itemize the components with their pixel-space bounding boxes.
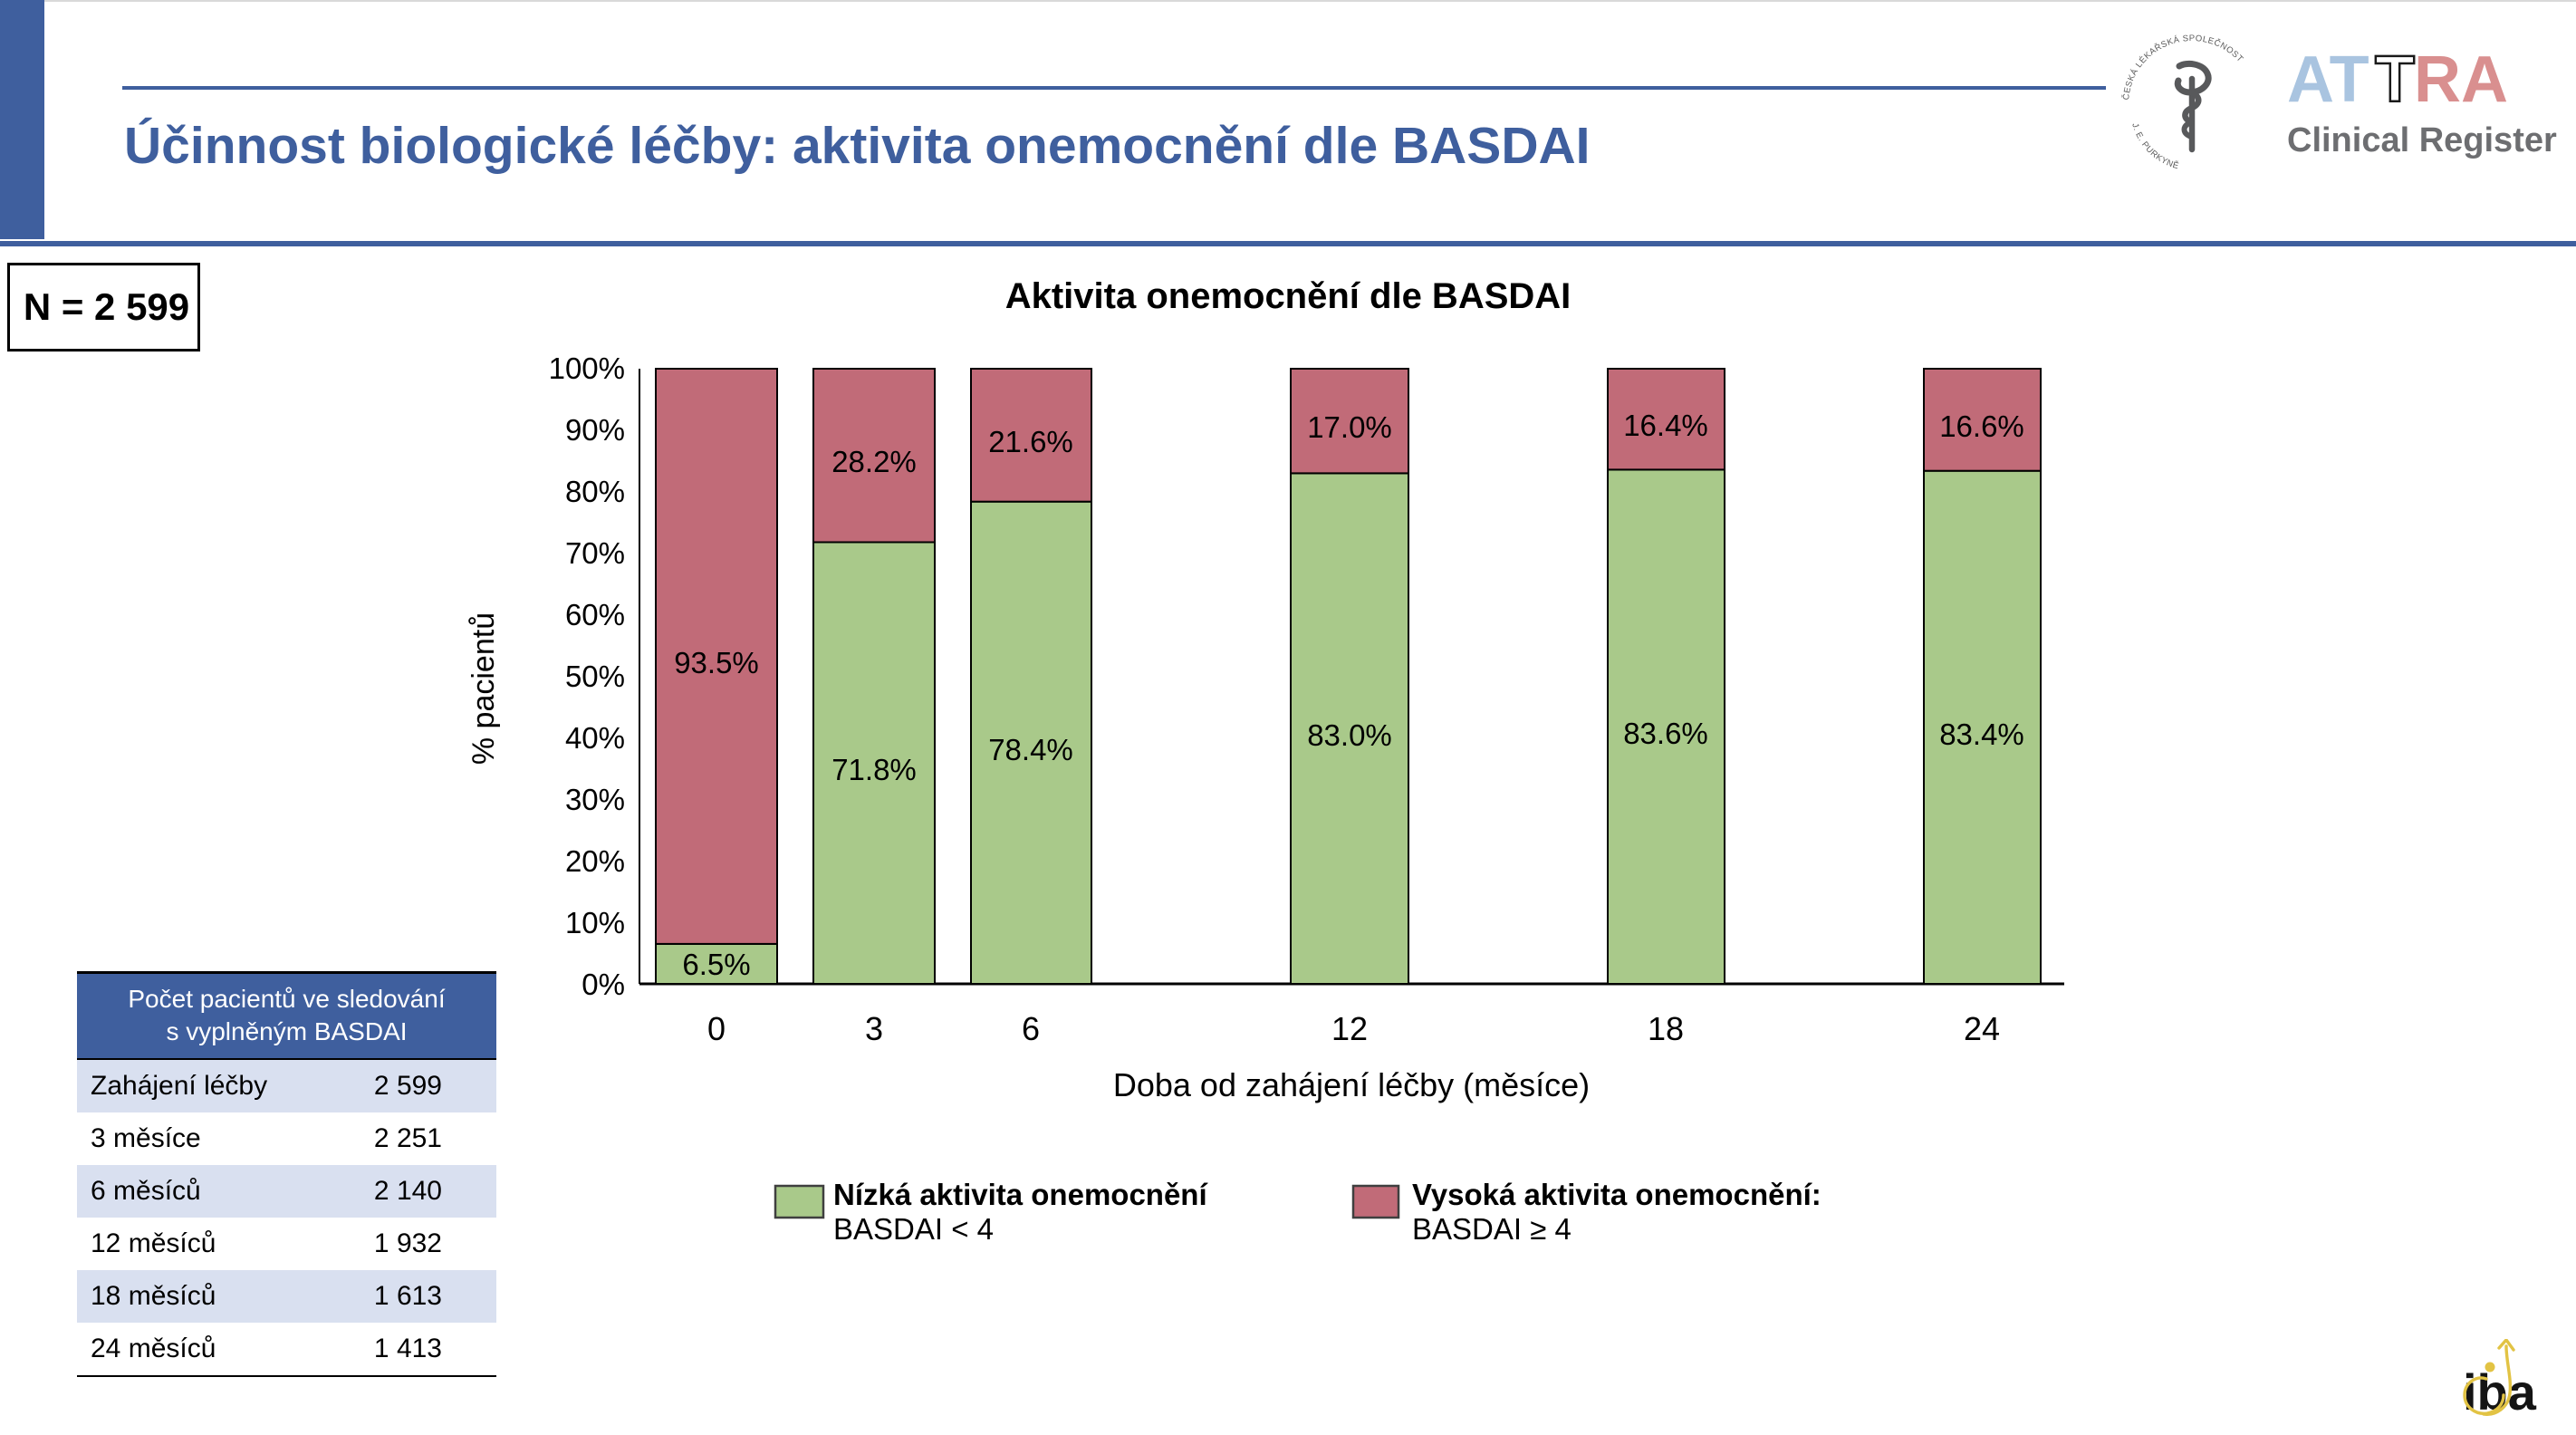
svg-text:Doba od zahájení léčby (měsíce: Doba od zahájení léčby (měsíce) xyxy=(1113,1066,1590,1103)
svg-text:BASDAI < 4: BASDAI < 4 xyxy=(833,1212,994,1246)
svg-text:28.2%: 28.2% xyxy=(831,445,917,478)
svg-text:6: 6 xyxy=(1022,1010,1040,1047)
svg-text:3: 3 xyxy=(865,1010,883,1047)
svg-text:80%: 80% xyxy=(565,475,625,508)
svg-text:90%: 90% xyxy=(565,413,625,447)
svg-text:Vysoká aktivita onemocnění:: Vysoká aktivita onemocnění: xyxy=(1412,1178,1821,1211)
svg-text:71.8%: 71.8% xyxy=(831,753,917,786)
svg-text:100%: 100% xyxy=(549,352,625,385)
svg-text:17.0%: 17.0% xyxy=(1307,410,1392,444)
svg-text:20%: 20% xyxy=(565,844,625,878)
svg-text:BASDAI ≥ 4: BASDAI ≥ 4 xyxy=(1412,1212,1572,1246)
svg-text:12: 12 xyxy=(1331,1010,1368,1047)
svg-text:10%: 10% xyxy=(565,906,625,939)
svg-text:83.0%: 83.0% xyxy=(1307,718,1392,752)
svg-text:21.6%: 21.6% xyxy=(988,425,1073,458)
svg-text:% pacientů: % pacientů xyxy=(466,612,501,765)
svg-text:60%: 60% xyxy=(565,598,625,631)
svg-text:83.4%: 83.4% xyxy=(1939,718,2024,751)
svg-text:Nízká aktivita onemocnění: Nízká aktivita onemocnění xyxy=(833,1178,1208,1211)
svg-text:78.4%: 78.4% xyxy=(988,733,1073,766)
svg-text:50%: 50% xyxy=(565,660,625,693)
svg-text:24: 24 xyxy=(1964,1010,2000,1047)
svg-text:40%: 40% xyxy=(565,721,625,755)
svg-text:0%: 0% xyxy=(582,968,625,1001)
svg-text:16.4%: 16.4% xyxy=(1623,409,1708,442)
svg-text:6.5%: 6.5% xyxy=(682,948,750,981)
svg-text:18: 18 xyxy=(1648,1010,1684,1047)
svg-text:16.6%: 16.6% xyxy=(1939,409,2024,443)
svg-text:70%: 70% xyxy=(565,536,625,570)
svg-text:93.5%: 93.5% xyxy=(674,646,759,679)
svg-text:30%: 30% xyxy=(565,783,625,816)
svg-text:0: 0 xyxy=(707,1010,726,1047)
svg-text:83.6%: 83.6% xyxy=(1623,717,1708,750)
